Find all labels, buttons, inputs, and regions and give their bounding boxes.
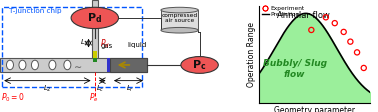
FancyBboxPatch shape [110, 58, 147, 72]
Text: liquid: liquid [128, 42, 147, 48]
Point [361, 67, 367, 69]
Text: $P_d$: $P_d$ [100, 37, 110, 50]
Ellipse shape [161, 7, 198, 13]
Y-axis label: Operation Range: Operation Range [247, 22, 256, 87]
FancyBboxPatch shape [107, 58, 110, 72]
Point [347, 41, 353, 43]
X-axis label: Geometry parameter: Geometry parameter [274, 106, 355, 112]
Text: $L_c$: $L_c$ [96, 83, 104, 94]
Text: $L_1$: $L_1$ [80, 38, 88, 48]
Text: gas: gas [101, 43, 113, 50]
Ellipse shape [19, 60, 26, 70]
FancyBboxPatch shape [161, 10, 198, 30]
FancyBboxPatch shape [0, 58, 147, 72]
Text: $P_e$: $P_e$ [88, 92, 98, 104]
Point [341, 31, 347, 33]
Ellipse shape [64, 60, 71, 70]
Point [332, 22, 338, 24]
FancyBboxPatch shape [93, 58, 96, 62]
Ellipse shape [6, 60, 14, 70]
Point [354, 52, 360, 53]
Text: $L_2$: $L_2$ [43, 83, 52, 94]
FancyBboxPatch shape [93, 51, 96, 59]
Legend: Experiment, Prediction: Experiment, Prediction [262, 6, 305, 17]
Text: $\mathbf{P_c}$: $\mathbf{P_c}$ [192, 58, 207, 72]
Text: Bubbly/ Slug
flow: Bubbly/ Slug flow [263, 59, 327, 79]
Text: Annular flow: Annular flow [277, 11, 330, 20]
Text: $\mathsf{\sim}$: $\mathsf{\sim}$ [72, 60, 83, 70]
Circle shape [71, 7, 119, 29]
Text: T-junction chip: T-junction chip [9, 8, 61, 14]
Text: $L_r$: $L_r$ [125, 83, 134, 94]
Point [323, 16, 329, 18]
FancyBboxPatch shape [92, 0, 98, 58]
Text: $P_0=0$: $P_0=0$ [1, 92, 25, 104]
Text: $\mathbf{P_d}$: $\mathbf{P_d}$ [87, 11, 102, 25]
Ellipse shape [49, 60, 56, 70]
Text: compressed
air source: compressed air source [161, 13, 198, 23]
Point [308, 29, 314, 31]
Ellipse shape [161, 27, 198, 33]
Ellipse shape [31, 60, 39, 70]
Circle shape [181, 57, 218, 73]
